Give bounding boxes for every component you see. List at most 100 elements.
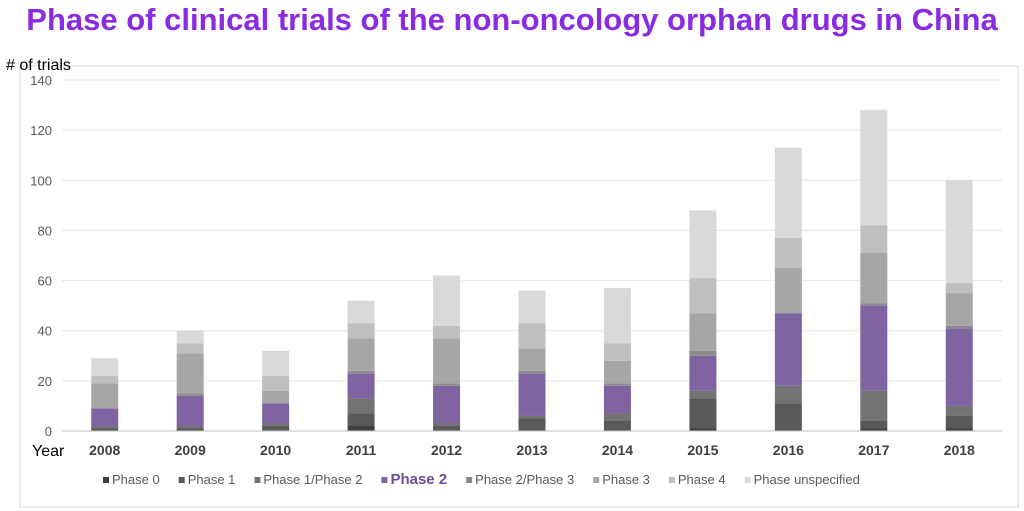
x-tick-label: 2010 <box>260 442 291 458</box>
bar-segment <box>945 405 973 416</box>
bar-segment <box>774 237 802 269</box>
bar-segment <box>860 303 888 306</box>
bar-segment <box>91 408 119 426</box>
bar-segment <box>91 358 119 376</box>
bar-segment <box>347 413 375 426</box>
bar-segment <box>176 393 204 396</box>
bar-segment <box>347 300 375 324</box>
bar-segment <box>603 343 631 361</box>
y-tick-label: 60 <box>38 274 52 289</box>
bar-segment <box>518 418 546 431</box>
bar-segment <box>262 375 290 391</box>
y-tick-label: 100 <box>30 173 52 188</box>
x-tick-label: 2012 <box>431 442 462 458</box>
legend-item: Phase 3 <box>593 472 650 487</box>
bar-segment <box>945 328 973 406</box>
bar-segment <box>91 428 119 431</box>
bar-segment <box>689 350 717 356</box>
y-tick-label: 140 <box>30 73 52 88</box>
bar-segment <box>347 338 375 371</box>
bar-segment <box>774 147 802 238</box>
x-tick-label: 2018 <box>944 442 975 458</box>
bar-segment <box>860 305 888 391</box>
legend-item: Phase unspecified <box>744 472 860 487</box>
bar-segment <box>176 425 204 429</box>
x-tick-label: 2009 <box>175 442 206 458</box>
bar-segment <box>774 313 802 386</box>
plot-area-border <box>19 65 1019 508</box>
bar-segment <box>433 338 461 384</box>
bar-segment <box>860 252 888 304</box>
bar-segment <box>433 325 461 339</box>
legend-swatch <box>668 477 675 483</box>
bar-segment <box>860 420 888 429</box>
gridlines <box>62 79 1002 382</box>
x-tick-label: 2017 <box>858 442 889 458</box>
y-axis-ticks: 0 20 40 60 80 100 120 140 <box>30 73 52 439</box>
bar-segment <box>176 330 204 344</box>
bar-segment <box>774 403 802 431</box>
legend-label: Phase 3 <box>602 472 650 487</box>
legend-item: Phase 1/Phase 2 <box>254 472 362 487</box>
y-tick-label: 0 <box>45 424 52 439</box>
bar-segment <box>945 415 973 429</box>
bar-segment <box>603 385 631 414</box>
legend-swatch <box>744 477 751 483</box>
bar-segment <box>689 398 717 429</box>
bar-segment <box>518 373 546 416</box>
x-tick-label: 2011 <box>346 442 377 458</box>
bar-segment <box>176 395 204 426</box>
bar-segment <box>689 278 717 314</box>
bar-segment <box>518 290 546 324</box>
bar-segment <box>603 413 631 421</box>
bar-segment <box>518 348 546 371</box>
bar-segment <box>262 350 290 376</box>
bar-segment <box>860 225 888 253</box>
legend-swatch <box>254 477 261 483</box>
y-tick-label: 120 <box>30 123 52 138</box>
legend-label: Phase unspecified <box>754 472 860 487</box>
x-tick-label: 2013 <box>516 442 547 458</box>
bar-segment <box>176 428 204 431</box>
bar-segment <box>433 423 461 426</box>
legend-label: Phase 1 <box>188 472 236 487</box>
legend-item: Phase 0 <box>103 472 160 487</box>
legend-swatch <box>466 477 473 483</box>
x-axis-ticks: 2008 2009 2010 2011 2012 2013 2014 2015 2016 2017… <box>89 442 975 458</box>
bar-segment <box>860 110 888 226</box>
bar-segment <box>518 323 546 349</box>
y-tick-label: 40 <box>38 324 52 339</box>
bar-segment <box>603 288 631 344</box>
legend: Phase 0 Phase 1 Phase 1/Phase 2 Phase 2 Phas… <box>103 471 860 488</box>
x-tick-label: 2016 <box>773 442 804 458</box>
bar-segment <box>176 353 204 394</box>
x-axis-title: Year <box>32 443 65 460</box>
bar-segment <box>774 385 802 404</box>
bar-segment <box>689 355 717 391</box>
x-tick-label: 2008 <box>89 442 120 458</box>
bar-segment <box>433 275 461 326</box>
legend-swatch <box>593 477 600 483</box>
bar-segment <box>91 383 119 409</box>
bar-segment <box>91 425 119 429</box>
legend-label: Phase 2/Phase 3 <box>475 472 574 487</box>
legend-label: Phase 0 <box>112 472 160 487</box>
bar-segment <box>945 325 973 329</box>
bar-segment <box>262 425 290 431</box>
bar-segment <box>347 398 375 414</box>
legend-label: Phase 1/Phase 2 <box>263 472 362 487</box>
chart-title: Phase of clinical trials of the non-onco… <box>26 2 998 37</box>
bar-segment <box>347 373 375 399</box>
bar-segment <box>774 268 802 314</box>
bar-segment <box>603 420 631 431</box>
bar-segment <box>433 383 461 386</box>
bar-segment <box>689 428 717 431</box>
bar-segment <box>860 428 888 431</box>
bar-segment <box>945 283 973 294</box>
legend-swatch <box>381 477 388 483</box>
bar-segment <box>689 313 717 351</box>
bar-segment <box>347 425 375 431</box>
legend-item: Phase 2/Phase 3 <box>466 472 574 487</box>
bar-segment <box>518 370 546 374</box>
bar-segment <box>945 180 973 284</box>
